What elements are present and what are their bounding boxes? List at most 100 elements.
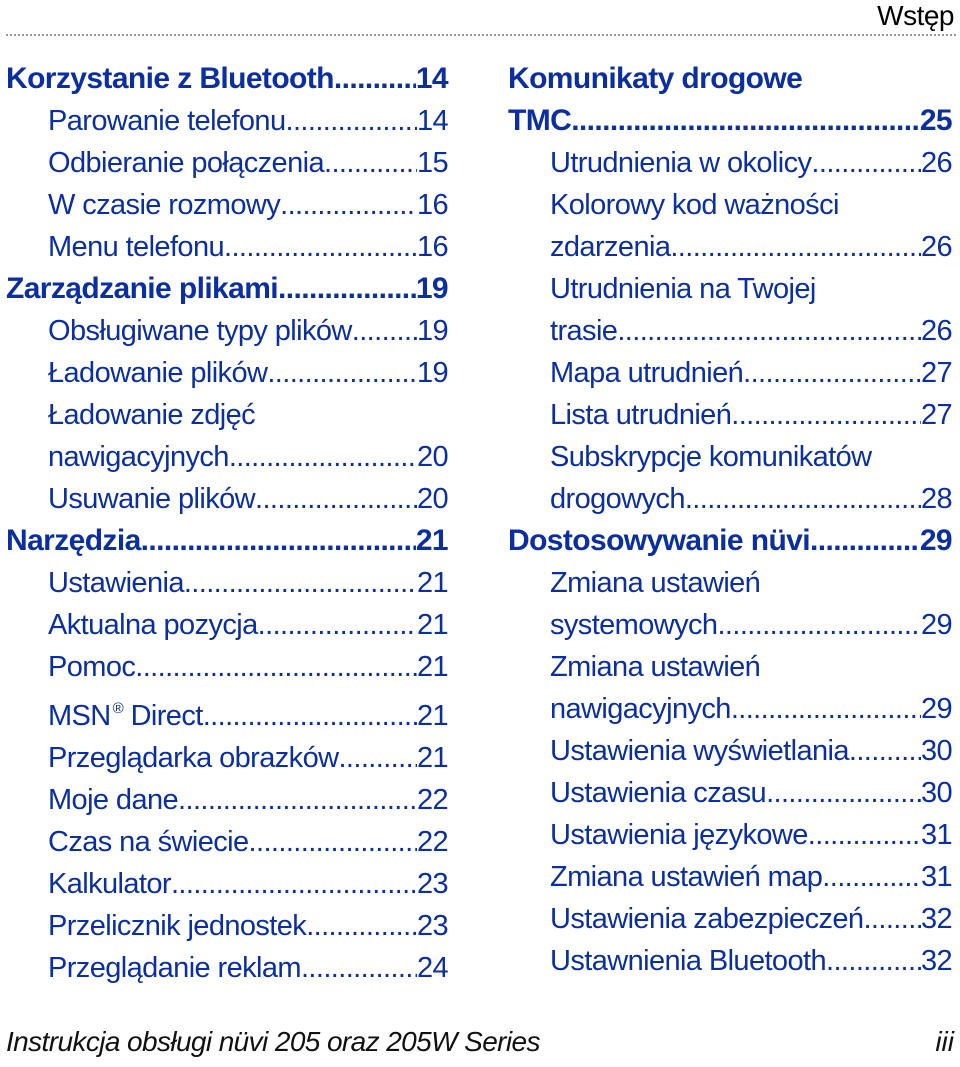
toc-entry-link[interactable]: Ustawienia językowe 31: [508, 814, 953, 856]
toc-entry-link[interactable]: Moje dane 22: [6, 779, 449, 821]
toc-entry-title: W czasie rozmowy: [48, 184, 281, 226]
toc-entry-row: Aktualna pozycja 21: [48, 604, 449, 646]
dot-leader: [338, 737, 416, 779]
toc-entry-title: Aktualna pozycja: [48, 604, 258, 646]
dot-leader: [811, 142, 921, 184]
toc-entry-title: Ustawienia: [48, 562, 184, 604]
toc-entry-page: 19: [416, 357, 449, 389]
toc-entry-link[interactable]: Kolorowy kod ważności zdarzenia 26: [508, 184, 953, 268]
dot-leader: [808, 814, 921, 856]
toc-entry-title-text: Pomoc: [48, 651, 136, 683]
toc-entry-page: 29: [919, 524, 953, 557]
toc-entry-row: nawigacyjnych 29: [550, 688, 953, 730]
toc-entry-page: 20: [416, 483, 449, 515]
toc-entry-link[interactable]: Czas na świecie 22: [6, 821, 449, 863]
toc-entry-link[interactable]: Ustawnienia Bluetooth 32: [508, 940, 953, 982]
toc-entry-link[interactable]: Przeglądarka obrazków 21: [6, 737, 449, 779]
toc-entry-link[interactable]: Zmiana ustawień map 31: [508, 856, 953, 898]
toc-entry-link[interactable]: MSN® Direct 21: [6, 688, 449, 737]
toc-entry-link[interactable]: Utrudnienia na Twojej trasie 26: [508, 268, 953, 352]
toc-entry-link[interactable]: Utrudnienia w okolicy 26: [508, 142, 953, 184]
toc-entry-page: 24: [416, 952, 449, 984]
toc-entry-link[interactable]: Ustawienia czasu 30: [508, 772, 953, 814]
toc-entry-title-text: Odbieranie połączenia: [48, 147, 325, 179]
toc-heading-link[interactable]: Narzędzia 21: [6, 520, 449, 562]
toc-entry-page: 23: [416, 910, 449, 942]
toc-entry-row: drogowych 28: [550, 478, 953, 520]
dot-leader: [324, 142, 417, 184]
toc-entry-link[interactable]: Przelicznik jednostek 23: [6, 905, 449, 947]
toc-entry-link[interactable]: Aktualna pozycja 21: [6, 604, 449, 646]
toc-heading-link[interactable]: Komunikaty drogowe TMC 25: [508, 58, 953, 142]
toc-entry-title: Ładowanie plików: [48, 352, 268, 394]
toc-entry-link[interactable]: Ładowanie zdjęć nawigacyjnych 20: [6, 394, 449, 478]
toc-entry-title-text: Mapa utrudnień: [550, 357, 744, 389]
toc-entry-title-text: Zarządzanie plikami: [6, 272, 279, 305]
toc-entry-link[interactable]: Parowanie telefonu 14: [6, 100, 449, 142]
dot-leader: [352, 310, 417, 352]
toc-entry-title: Zmiana ustawień: [550, 651, 761, 683]
toc-entry-row: Usuwanie plików 20: [48, 478, 449, 520]
toc-entry-title-text: Menu telefonu: [48, 231, 225, 263]
toc-entry-page: 29: [920, 609, 953, 641]
toc-entry-page: 21: [416, 651, 449, 683]
toc-entry-row: TMC 25: [508, 100, 953, 142]
dot-leader: [280, 184, 417, 226]
toc-entry-page: 32: [920, 945, 953, 977]
toc-entry-row: Zmiana ustawień map 31: [550, 856, 953, 898]
toc-column-left: Korzystanie z Bluetooth14Parowanie telef…: [6, 58, 449, 989]
toc-entry-link[interactable]: W czasie rozmowy 16: [6, 184, 449, 226]
toc-entry-row: Parowanie telefonu 14: [48, 100, 449, 142]
toc-entry-row: Menu telefonu 16: [48, 226, 449, 268]
toc-entry-link[interactable]: Ustawienia 21: [6, 562, 449, 604]
toc-entry-row: trasie 26: [550, 310, 953, 352]
toc-entry-link[interactable]: Mapa utrudnień 27: [508, 352, 953, 394]
toc-entry-title: Ładowanie zdjęć: [48, 399, 256, 431]
toc-entry-link[interactable]: Odbieranie połączenia 15: [6, 142, 449, 184]
toc-heading-link[interactable]: Korzystanie z Bluetooth 14: [6, 58, 449, 100]
toc-entry-page: 26: [920, 147, 953, 179]
toc-entry-title: Parowanie telefonu: [48, 100, 286, 142]
toc-entry-link[interactable]: Ustawienia zabezpieczeń 32: [508, 898, 953, 940]
toc-entry-link[interactable]: Usuwanie plików 20: [6, 478, 449, 520]
toc-entry-title-text: Przeglądanie reklam: [48, 952, 302, 984]
toc-entry-title-continuation: nawigacyjnych: [48, 441, 229, 473]
toc-heading-link[interactable]: Dostosowywanie nüvi 29: [508, 520, 953, 562]
toc-entry-link[interactable]: Pomoc 21: [6, 646, 449, 688]
dot-leader: [171, 863, 417, 905]
toc-entry-link[interactable]: Obsługiwane typy plików 19: [6, 310, 449, 352]
toc-entry-link[interactable]: Menu telefonu 16: [6, 226, 449, 268]
toc-entry-title-text: Ustawnienia Bluetooth: [550, 945, 827, 977]
toc-entry-link[interactable]: Lista utrudnień 27: [508, 394, 953, 436]
toc-entry-link[interactable]: Ustawienia wyświetlania 30: [508, 730, 953, 772]
toc-entry-title-text: Ustawienia językowe: [550, 819, 808, 851]
dot-leader: [267, 352, 417, 394]
dot-leader: [203, 695, 417, 737]
toc-entry-link[interactable]: Subskrypcje komunikatów drogowych 28: [508, 436, 953, 520]
dot-leader: [743, 352, 921, 394]
toc-entry-link[interactable]: Ładowanie plików 19: [6, 352, 449, 394]
toc-entry-title: Utrudnienia w okolicy: [550, 142, 812, 184]
toc-heading-link[interactable]: Zarządzanie plikami 19: [6, 268, 449, 310]
toc-entry-page: 19: [416, 315, 449, 347]
dot-leader: [571, 100, 920, 142]
section-header: Wstęp: [877, 0, 954, 31]
toc-entry-title: Ustawienia czasu: [550, 772, 767, 814]
toc-entry-link[interactable]: Zmiana ustawień nawigacyjnych 29: [508, 646, 953, 730]
toc-entry-link[interactable]: Zmiana ustawień systemowych 29: [508, 562, 953, 646]
toc-entry-title-text: Lista utrudnień: [550, 399, 732, 431]
toc-entry-title: Subskrypcje komunikatów: [550, 441, 872, 473]
toc-entry-title-text: Czas na świecie: [48, 826, 249, 858]
dot-leader: [810, 520, 920, 562]
toc-entry-title-text: Ustawienia zabezpieczeń: [550, 903, 864, 935]
toc-entry-link[interactable]: Kalkulator 23: [6, 863, 449, 905]
toc-entry-page: 26: [920, 315, 953, 347]
toc-entry-title: Korzystanie z Bluetooth: [6, 58, 334, 100]
toc-entry-row: W czasie rozmowy 16: [48, 184, 449, 226]
toc-entry-page: 26: [920, 231, 953, 263]
toc-entry-link[interactable]: Przeglądanie reklam 24: [6, 947, 449, 989]
toc-entry-title-text: Parowanie telefonu: [48, 105, 286, 137]
toc-entry-title-text: Przelicznik jednostek: [48, 910, 307, 942]
toc-entry-title-text: Przeglądarka obrazków: [48, 742, 339, 774]
dot-leader: [617, 310, 921, 352]
